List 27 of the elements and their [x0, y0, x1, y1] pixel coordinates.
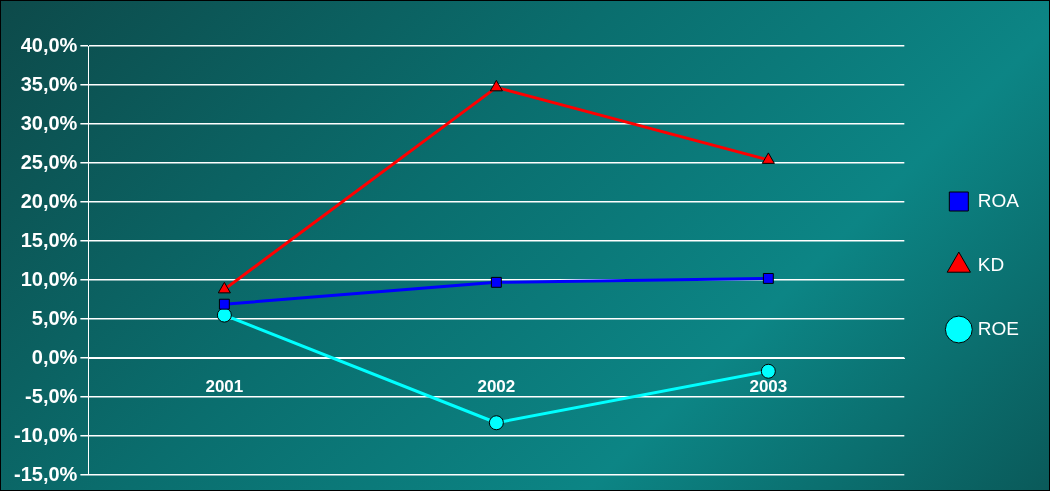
point	[490, 276, 502, 288]
y-tick-label: 20,0%	[20, 189, 78, 212]
legend-label: ROE	[977, 317, 1020, 339]
y-tick-label: 5,0%	[31, 306, 78, 329]
x-tick-label: 2003	[749, 376, 788, 396]
y-tick-label: -5,0%	[25, 384, 78, 407]
point	[217, 281, 231, 294]
y-tick-label: 30,0%	[20, 111, 78, 134]
y-tick-label: 0,0%	[31, 345, 78, 368]
point	[761, 152, 775, 164]
y-tick-label: 35,0%	[20, 72, 78, 95]
point	[760, 363, 776, 379]
y-tick-label: 25,0%	[20, 150, 78, 173]
point	[762, 272, 774, 284]
point	[218, 298, 230, 310]
legend-label: KD	[977, 253, 1005, 275]
legend-label: ROA	[977, 189, 1020, 211]
y-tick-label: 40,0%	[20, 33, 78, 56]
y-tick-label: 10,0%	[20, 267, 78, 290]
point	[489, 79, 503, 92]
y-tick-label: -10,0%	[13, 423, 78, 446]
point	[488, 415, 504, 431]
y-tick-label: -15,0%	[13, 462, 78, 485]
x-tick-label: 2001	[205, 376, 244, 396]
x-tick-label: 2002	[477, 376, 516, 396]
point	[216, 307, 232, 323]
y-tick-label: 15,0%	[20, 228, 78, 251]
